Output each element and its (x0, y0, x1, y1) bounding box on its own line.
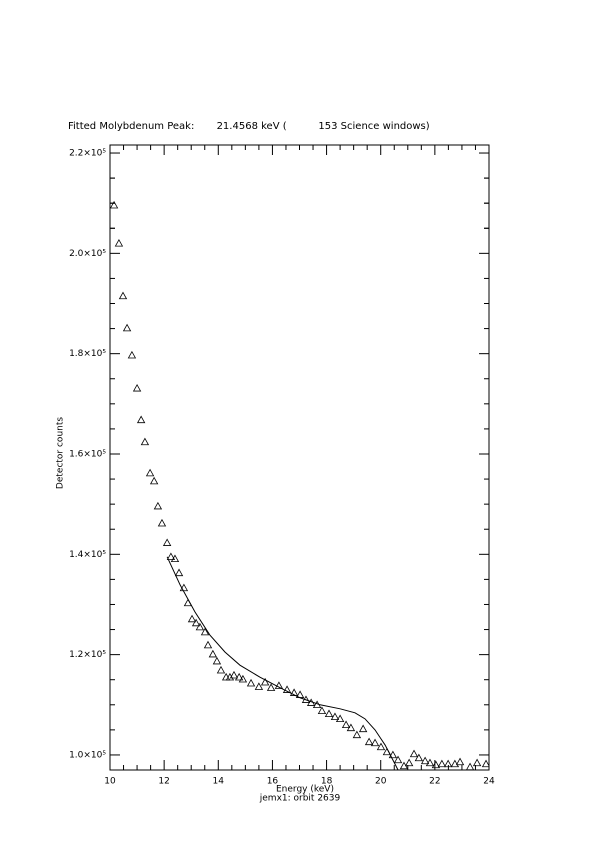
data-point (162, 538, 172, 546)
data-point (282, 685, 292, 693)
data-point (465, 762, 475, 770)
y-tick-label: 1.0×10⁵ (69, 750, 106, 760)
data-point (431, 760, 441, 769)
x-axis-label: Energy (keV) (276, 785, 334, 795)
y-tick-label: 1.8×10⁵ (69, 349, 106, 359)
data-point (409, 749, 419, 758)
data-point (191, 618, 201, 627)
data-point (324, 709, 334, 718)
data-point (238, 674, 248, 683)
data-point (254, 682, 264, 690)
data-point (229, 670, 239, 679)
y-tick-label: 1.2×10⁵ (69, 650, 106, 660)
data-point (174, 568, 184, 577)
data-point (370, 738, 380, 747)
data-point (170, 554, 180, 563)
fit-line (166, 556, 399, 770)
chart-title: Fitted Molybdenum Peak: 21.4568 keV ( 15… (68, 121, 430, 132)
x-tick-label: 22 (429, 777, 440, 787)
subtitle: jemx1: orbit 2639 (259, 794, 341, 804)
data-point (404, 758, 414, 767)
data-point (200, 627, 210, 636)
data-point (393, 755, 403, 764)
data-point (443, 759, 453, 768)
data-point (358, 724, 368, 733)
data-point (166, 552, 176, 561)
data-point (212, 656, 222, 665)
data-point (149, 476, 159, 485)
data-point (234, 672, 244, 681)
data-point (216, 665, 226, 674)
data-point (330, 712, 340, 721)
data-point (110, 200, 119, 209)
data-point (341, 720, 351, 729)
data-point (225, 672, 235, 681)
x-tick-label: 20 (375, 777, 387, 787)
data-point (274, 681, 284, 689)
data-point (481, 759, 489, 768)
data-point (208, 649, 218, 658)
data-point (376, 742, 386, 751)
data-point (145, 468, 155, 477)
y-axis-label: Detector counts (56, 417, 66, 489)
data-point (203, 640, 213, 649)
data-point (122, 323, 132, 332)
x-tick-label: 16 (267, 777, 279, 787)
data-point (179, 583, 189, 592)
y-tick-label: 2.2×10⁵ (69, 149, 106, 159)
data-point (420, 756, 430, 765)
data-point (132, 383, 142, 392)
data-point (437, 759, 447, 768)
data-point (187, 614, 197, 623)
data-point (335, 714, 345, 723)
data-point (246, 678, 256, 687)
data-point (352, 730, 362, 739)
data-point (346, 723, 356, 732)
data-point (450, 759, 460, 768)
plot-area (110, 200, 489, 770)
data-point (153, 501, 163, 510)
x-tick-label: 24 (483, 777, 495, 787)
data-point (260, 677, 270, 686)
x-tick-label: 12 (158, 777, 169, 787)
data-point (388, 750, 398, 759)
y-tick-label: 1.6×10⁵ (69, 449, 106, 459)
data-point (317, 706, 327, 715)
y-tick-label: 1.4×10⁵ (69, 550, 106, 560)
data-point (140, 437, 150, 446)
y-tick-label: 2.0×10⁵ (69, 249, 106, 259)
data-point (195, 622, 205, 631)
data-point (455, 757, 465, 766)
data-point (266, 683, 276, 691)
data-point (136, 415, 146, 424)
x-tick-label: 14 (213, 777, 225, 787)
data-point (157, 518, 167, 527)
data-point (425, 758, 435, 767)
data-point (118, 291, 128, 300)
data-point (114, 238, 124, 247)
data-point (127, 350, 137, 359)
data-point (414, 753, 424, 762)
data-point (289, 688, 299, 696)
data-point (364, 737, 374, 746)
x-tick-label: 18 (321, 777, 333, 787)
data-point (472, 758, 482, 767)
x-tick-label: 10 (104, 777, 116, 787)
